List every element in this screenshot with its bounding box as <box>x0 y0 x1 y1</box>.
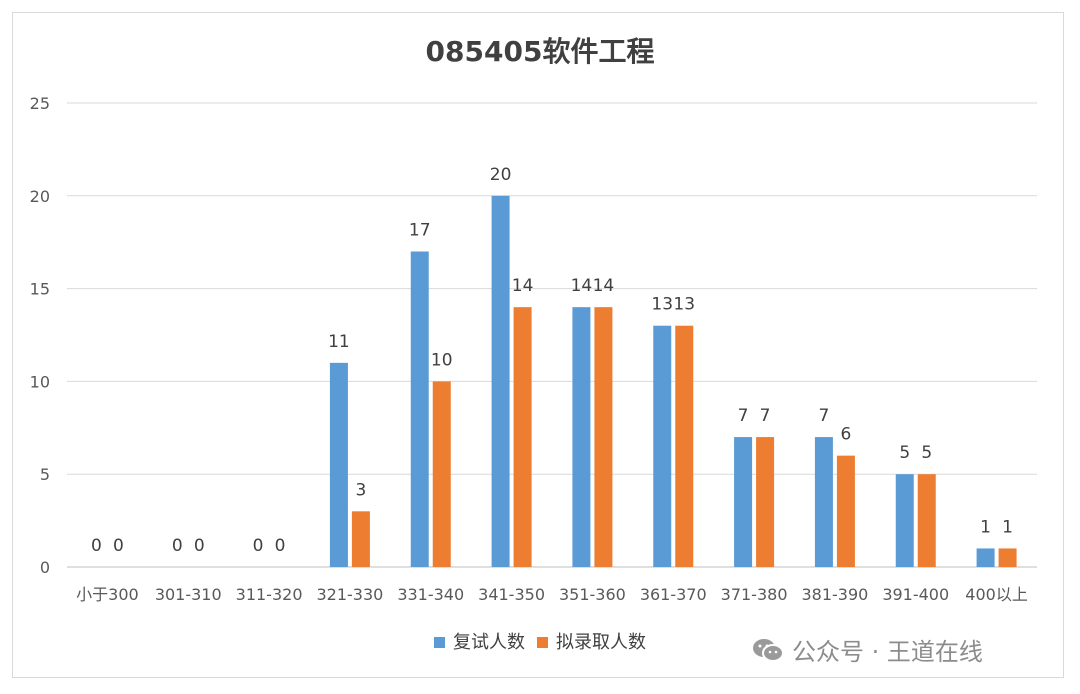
x-tick-label: 331-340 <box>397 585 464 604</box>
data-label: 0 <box>194 536 205 556</box>
legend-label: 复试人数 <box>453 632 525 653</box>
legend: 复试人数 拟录取人数 <box>0 628 1080 654</box>
watermark: 公众号 · 王道在线 <box>752 632 983 667</box>
y-tick-label: 5 <box>40 465 50 484</box>
data-label: 5 <box>921 443 932 463</box>
watermark-text: 公众号 · 王道在线 <box>792 638 983 666</box>
legend-label: 拟录取人数 <box>556 632 646 653</box>
bar <box>814 437 833 567</box>
bar <box>513 307 532 567</box>
data-label: 6 <box>841 425 852 445</box>
y-tick-label: 0 <box>40 558 50 577</box>
data-label: 5 <box>899 443 910 463</box>
x-tick-label: 371-380 <box>721 585 788 604</box>
legend-item: 复试人数 <box>434 628 525 654</box>
bar <box>675 325 694 567</box>
data-label: 7 <box>760 406 771 426</box>
data-label: 7 <box>819 406 830 426</box>
data-label: 1 <box>1002 517 1013 537</box>
y-tick-label: 25 <box>30 94 50 113</box>
data-label: 14 <box>512 276 534 296</box>
data-label: 13 <box>651 295 673 315</box>
bar <box>329 362 348 567</box>
data-label: 20 <box>490 165 512 185</box>
x-tick-label: 381-390 <box>801 585 868 604</box>
bar <box>756 437 775 567</box>
x-tick-label: 301-310 <box>155 585 222 604</box>
bar <box>491 195 510 568</box>
chart-title: 085405软件工程 <box>425 35 655 68</box>
y-tick-label: 10 <box>30 372 50 391</box>
data-label: 17 <box>409 220 431 240</box>
data-label: 0 <box>253 536 264 556</box>
x-tick-label: 351-360 <box>559 585 626 604</box>
x-tick-label: 小于300 <box>76 585 139 604</box>
y-tick-label: 15 <box>30 280 50 299</box>
data-label: 11 <box>328 332 350 352</box>
bar <box>594 307 613 567</box>
bar <box>432 381 451 567</box>
data-label: 10 <box>431 350 453 370</box>
x-tick-label: 391-400 <box>882 585 949 604</box>
bar <box>998 548 1017 567</box>
data-label: 0 <box>172 536 183 556</box>
bar <box>836 455 855 567</box>
data-label: 14 <box>571 276 593 296</box>
wechat-icon <box>752 637 784 663</box>
legend-item: 拟录取人数 <box>537 628 646 654</box>
x-tick-label: 311-320 <box>236 585 303 604</box>
x-tick-label: 400以上 <box>965 585 1028 604</box>
data-label: 0 <box>275 536 286 556</box>
bar <box>976 548 995 567</box>
bar <box>653 325 672 567</box>
data-label: 13 <box>673 295 695 315</box>
bar <box>351 511 370 567</box>
data-label: 3 <box>356 480 367 500</box>
legend-swatch <box>434 637 445 648</box>
data-label: 7 <box>738 406 749 426</box>
bar <box>917 474 936 567</box>
bar <box>895 474 914 567</box>
data-label: 0 <box>91 536 102 556</box>
data-label: 14 <box>593 276 615 296</box>
legend-swatch <box>537 637 548 648</box>
bar <box>410 251 429 568</box>
data-label: 0 <box>113 536 124 556</box>
bar <box>572 307 591 567</box>
x-tick-label: 341-350 <box>478 585 545 604</box>
x-tick-label: 321-330 <box>316 585 383 604</box>
bar <box>734 437 753 567</box>
data-label: 1 <box>980 517 991 537</box>
x-tick-label: 361-370 <box>640 585 707 604</box>
y-tick-label: 20 <box>30 187 50 206</box>
